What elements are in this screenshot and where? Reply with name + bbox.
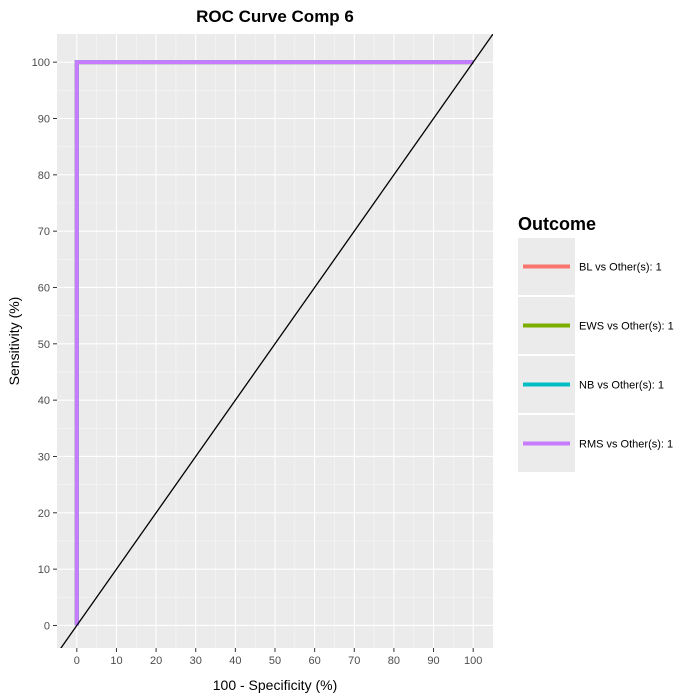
x-tick-label: 30 [190,655,202,667]
y-tick-label: 60 [38,282,50,294]
x-axis-title: 100 - Specificity (%) [213,677,337,693]
x-tick-label: 60 [309,655,321,667]
x-tick-label: 90 [427,655,439,667]
y-tick-label: 50 [38,339,50,351]
x-tick-label: 50 [269,655,281,667]
legend-label: NB vs Other(s): 1 [579,380,664,392]
y-tick-label: 90 [38,113,50,125]
series-line [74,60,474,626]
y-axis-ticks: 0 10 20 30 40 50 60 70 80 90 100 [32,57,57,632]
x-tick-label: 100 [464,655,482,667]
reference-diagonal-line [60,34,493,648]
y-tick-label: 80 [38,170,50,182]
x-tick-label: 20 [150,655,162,667]
legend-items: BL vs Other(s): 1 EWS vs Other(s): 1 NB vs… [518,238,674,472]
y-axis-title: Sensitivity (%) [6,297,22,386]
legend: Outcome BL vs Other(s): 1 EWS vs Other(s)… [518,214,674,472]
x-tick-label: 40 [229,655,241,667]
legend-label: RMS vs Other(s): 1 [579,439,673,451]
series-layer [60,34,493,648]
legend-title: Outcome [518,214,596,234]
plot-panel [57,34,493,648]
y-tick-label: 100 [32,57,50,69]
x-tick-label: 10 [110,655,122,667]
x-tick-label: 0 [74,655,80,667]
y-tick-label: 0 [44,620,50,632]
legend-label: EWS vs Other(s): 1 [579,321,674,333]
y-tick-label: 30 [38,451,50,463]
y-tick-label: 20 [38,508,50,520]
y-tick-label: 70 [38,226,50,238]
y-tick-label: 40 [38,395,50,407]
x-tick-label: 70 [348,655,360,667]
chart-title: ROC Curve Comp 6 [196,7,354,26]
legend-label: BL vs Other(s): 1 [579,262,662,274]
x-tick-label: 80 [388,655,400,667]
y-tick-label: 10 [38,564,50,576]
x-axis-ticks: 0 10 20 30 40 50 60 70 80 90 100 [74,648,482,667]
